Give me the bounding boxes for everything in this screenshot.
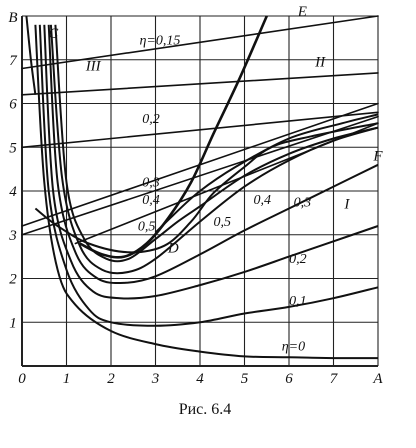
region-label: I: [343, 197, 350, 213]
y-axis-label: B: [8, 10, 17, 26]
performance-curve: [47, 24, 379, 285]
x-tick-label: 7: [330, 371, 339, 387]
ray-line: [21, 15, 379, 70]
ray-line: [21, 72, 379, 96]
x-tick-label: 2: [107, 371, 115, 387]
curve-label: 0,2: [289, 252, 307, 267]
ray-line: [21, 111, 379, 149]
y-tick-label: 4: [9, 184, 17, 200]
region-label: II: [314, 54, 326, 70]
series-layer: [21, 15, 379, 360]
curve-label: 0,1: [289, 294, 307, 309]
x-tick-label: 0: [18, 371, 26, 387]
envelope-curve-E: [79, 15, 268, 259]
ray-label: η=0,15: [139, 33, 180, 48]
performance-curve: [54, 24, 379, 263]
ray-label: 0,5: [138, 219, 156, 234]
y-tick-label: 6: [9, 97, 17, 113]
ray-label: 0,2: [142, 112, 160, 127]
y-tick-label: 7: [9, 53, 18, 69]
y-tick-label: 5: [9, 140, 17, 156]
labels-layer: 0 1 2 3 4 5 6 7 1 2 3 4 5 6 7 A Bη=0,15 0,2 0,3 0,4 0,5 η=0 0,…: [8, 4, 383, 387]
x-tick-label: 1: [63, 371, 71, 387]
ray-label: 0,3: [142, 176, 160, 191]
performance-curve: [154, 113, 379, 234]
performance-curve: [34, 24, 379, 360]
boundary-curve: [25, 15, 37, 95]
curve-label: 0,3: [294, 195, 312, 210]
ray-label: 0,4: [142, 193, 160, 208]
y-tick-label: 1: [9, 315, 17, 331]
point-label: C: [48, 26, 59, 42]
point-label: E: [297, 4, 307, 20]
point-label: D: [167, 240, 179, 256]
performance-curve: [34, 122, 379, 254]
region-label: III: [85, 59, 102, 75]
x-tick-label: 6: [285, 371, 293, 387]
y-tick-label: 3: [8, 228, 17, 244]
curve-label: 0,5: [214, 215, 232, 230]
x-tick-label: 4: [196, 371, 204, 387]
ray-line: [21, 115, 379, 236]
x-axis-label: A: [372, 371, 383, 387]
performance-curve: [49, 24, 379, 275]
x-tick-label: 3: [151, 371, 160, 387]
curve-label: η=0: [282, 340, 305, 355]
curve-label: 0,4: [254, 193, 272, 208]
performance-curve: [38, 24, 379, 327]
figure-caption: Рис. 6.4: [179, 401, 232, 418]
performance-curve: [43, 24, 379, 300]
x-tick-label: 5: [241, 371, 249, 387]
point-label: F: [372, 148, 383, 164]
y-tick-label: 2: [9, 272, 17, 288]
